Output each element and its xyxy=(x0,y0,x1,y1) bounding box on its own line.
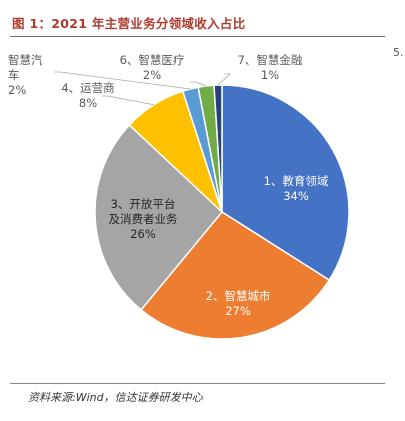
slice-label-5: 智慧汽车 xyxy=(8,53,43,82)
page-edge-mark: 5. xyxy=(393,46,404,59)
leader-line-6 xyxy=(190,81,207,87)
source-divider xyxy=(10,383,385,384)
slice-label-4: 4、运营商 xyxy=(61,81,114,95)
slice-label-3: 3、开放平台及消费者业务 xyxy=(109,197,178,226)
slice-value-6: 2% xyxy=(143,68,161,82)
leader-line-5 xyxy=(54,71,191,90)
leader-line-4 xyxy=(102,95,155,106)
slice-label-2: 2、智慧城市 xyxy=(206,289,271,303)
source-note: 资料来源:Wind，信达证券研发中心 xyxy=(28,391,203,404)
pie-slice-3 xyxy=(94,124,224,311)
slice-value-7: 1% xyxy=(261,68,279,82)
leader-line-7 xyxy=(217,73,232,86)
slice-value-4: 8% xyxy=(79,96,97,110)
figure-title: 图 1：2021 年主营业务分领域收入占比 xyxy=(12,16,246,31)
slice-value-3: 26% xyxy=(130,227,156,241)
slice-label-7: 7、智慧金融 xyxy=(238,53,303,67)
pie-slice-2 xyxy=(139,211,331,340)
slice-value-1: 34% xyxy=(283,189,309,203)
slice-label-1: 1、教育领域 xyxy=(264,174,329,188)
slice-label-6: 6、智慧医疗 xyxy=(120,53,185,67)
title-divider xyxy=(10,36,385,37)
slice-value-2: 27% xyxy=(225,304,251,318)
slice-value-5: 2% xyxy=(8,83,26,97)
leader-lines xyxy=(54,71,232,106)
pie-slices xyxy=(94,84,350,340)
